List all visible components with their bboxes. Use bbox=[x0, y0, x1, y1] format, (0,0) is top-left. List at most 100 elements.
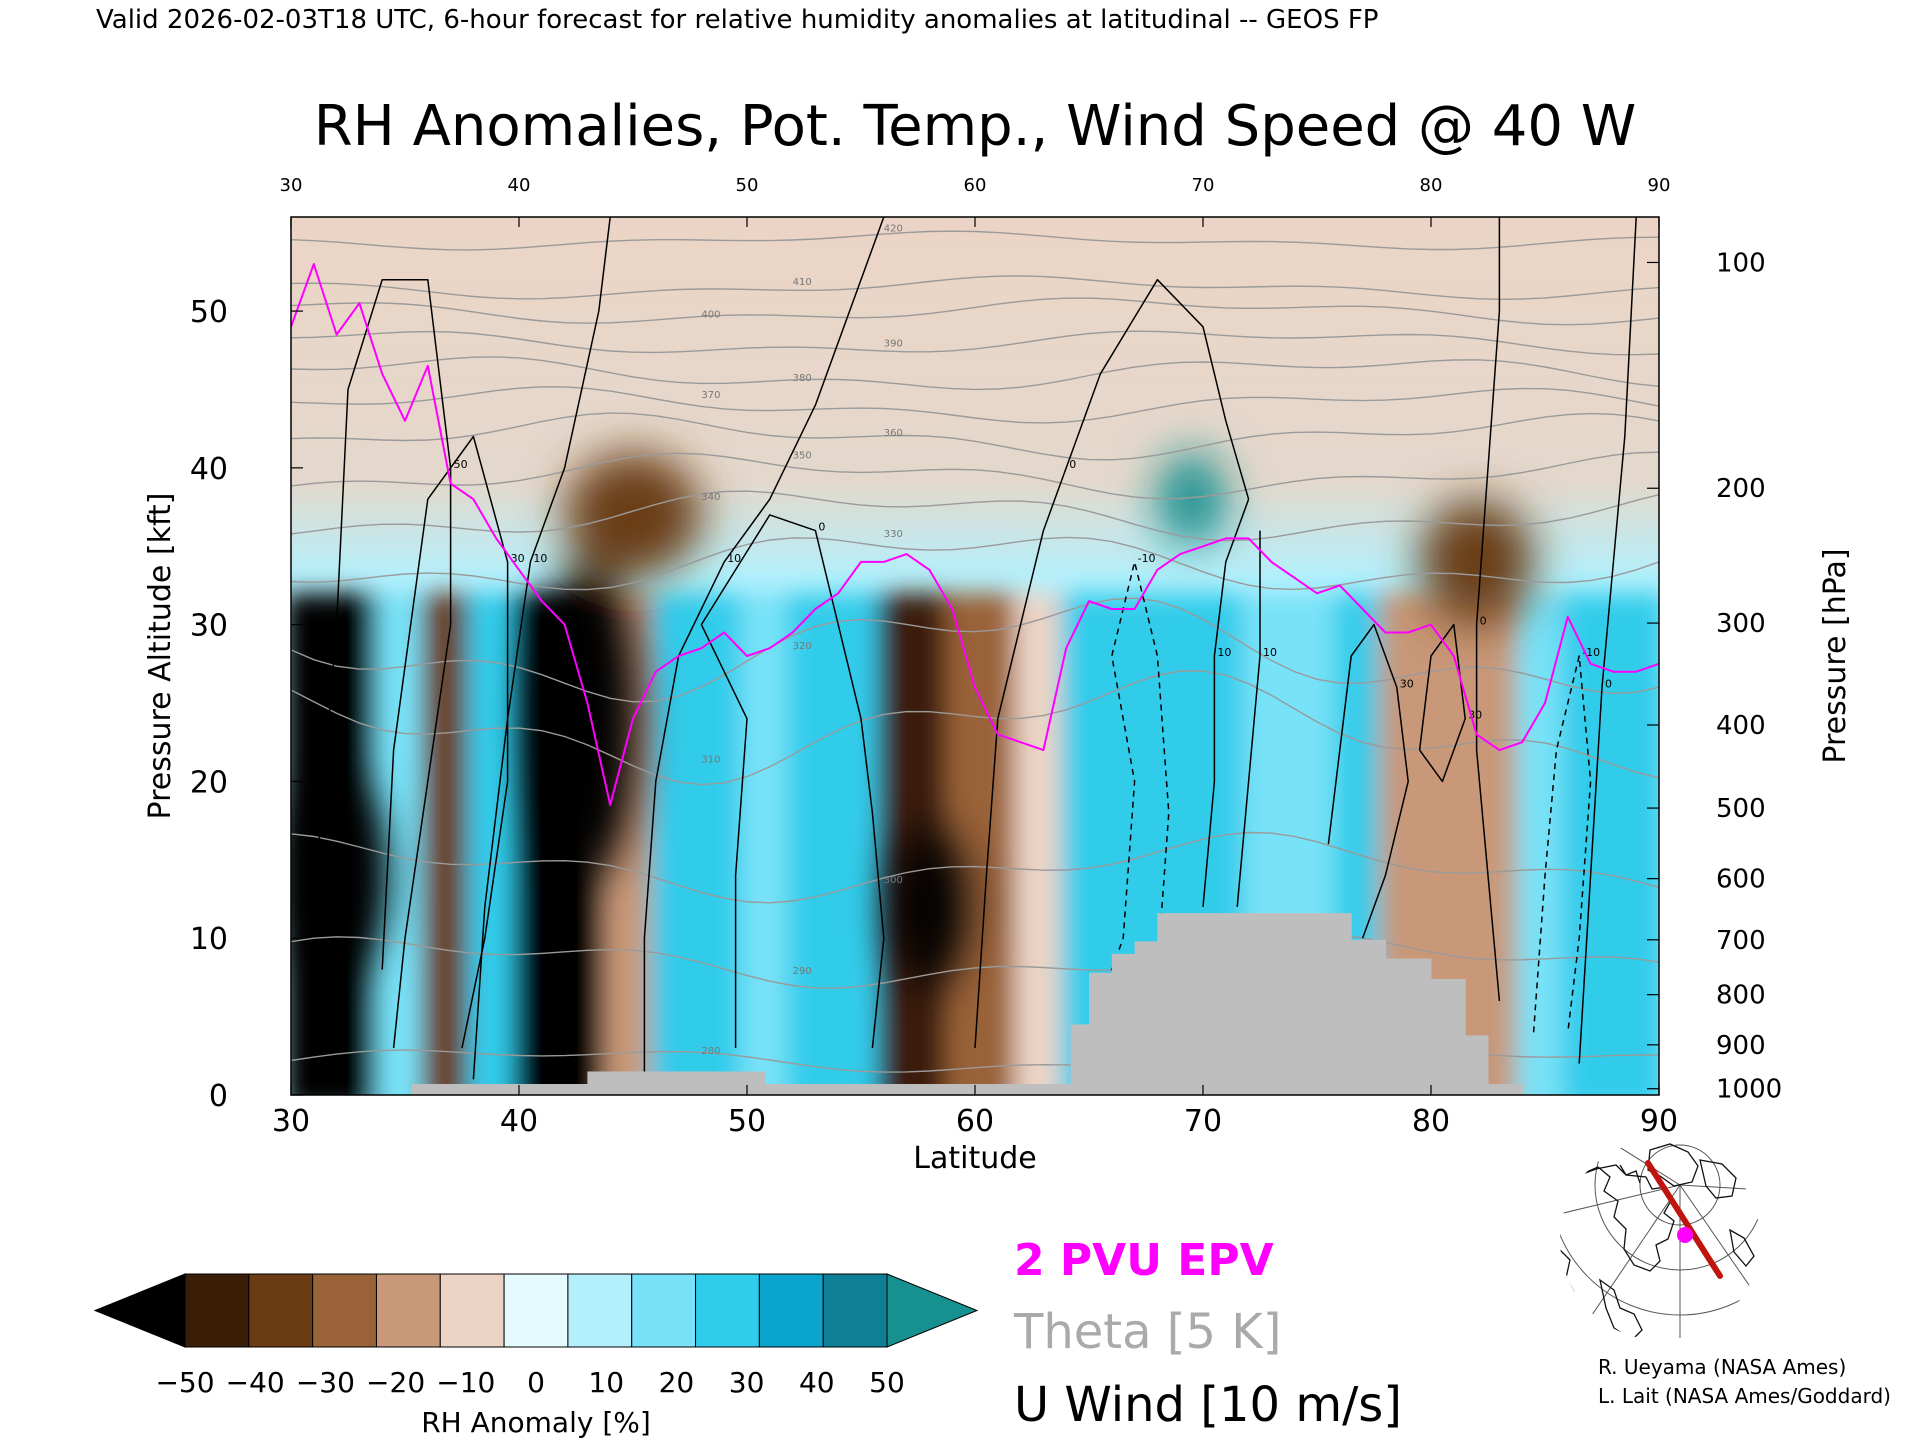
top-tick-label: 90 bbox=[1648, 175, 1671, 196]
colorbar-label: RH Anomaly [%] bbox=[421, 1406, 651, 1439]
theta-line bbox=[291, 230, 1659, 251]
u-wind-line bbox=[1418, 623, 1466, 783]
u-wind-label: 0 bbox=[818, 521, 825, 534]
colorbar-tick-label: −20 bbox=[366, 1366, 425, 1399]
theta-line bbox=[291, 831, 1659, 904]
legend: 2 PVU EPV Theta [5 K] U Wind [10 m/s] bbox=[1013, 1235, 1402, 1433]
theta-label: 300 bbox=[884, 875, 903, 886]
theta-label: 360 bbox=[884, 428, 903, 439]
rh-blob bbox=[537, 561, 638, 876]
colorbar-segment bbox=[503, 1273, 569, 1348]
top-tick-label: 60 bbox=[964, 175, 987, 196]
colorbar-tick-label: −30 bbox=[296, 1366, 355, 1399]
theta-line bbox=[291, 356, 1659, 391]
x-tick-label: 80 bbox=[1412, 1104, 1450, 1139]
x-tick-label: 50 bbox=[728, 1104, 766, 1139]
terrain-block bbox=[1134, 941, 1158, 1095]
top-tick-label: 80 bbox=[1420, 175, 1443, 196]
u-wind-line bbox=[1202, 498, 1250, 907]
terrain-mask bbox=[411, 913, 1523, 1095]
theta-label: 290 bbox=[793, 966, 812, 977]
epv-2pvu-line bbox=[291, 263, 1659, 806]
terrain-block bbox=[411, 1084, 588, 1095]
x-axis-label: Latitude bbox=[913, 1141, 1036, 1176]
u-wind-line bbox=[974, 278, 1250, 1049]
legend-item: 2 PVU EPV bbox=[1014, 1235, 1274, 1286]
top-tick-label: 30 bbox=[280, 175, 303, 196]
rh-band bbox=[786, 593, 890, 1095]
plot-area: 2802903003103203303403503603703803904004… bbox=[190, 175, 1782, 1139]
pressure-tick-label: 600 bbox=[1716, 865, 1766, 895]
u-wind-line bbox=[643, 217, 885, 1080]
terrain-block bbox=[1351, 939, 1386, 1095]
colorbar-tick-label: 20 bbox=[659, 1366, 695, 1399]
u-wind-label: 10 bbox=[1263, 646, 1277, 659]
colorbar-segment bbox=[248, 1273, 314, 1348]
theta-line bbox=[291, 451, 1659, 500]
pressure-tick-label: 200 bbox=[1716, 474, 1766, 504]
colorbar-tick-label: 0 bbox=[527, 1366, 545, 1399]
rh-band bbox=[1561, 593, 1659, 1095]
y-axis-label: Pressure Altitude [kft] bbox=[143, 493, 178, 820]
theta-label: 310 bbox=[701, 754, 720, 765]
locator-map bbox=[1560, 1140, 1760, 1340]
y-tick-label: 0 bbox=[209, 1079, 228, 1114]
theta-label: 370 bbox=[701, 390, 720, 401]
theta-isentropes: 2802903003103203303403503603703803904004… bbox=[291, 224, 1659, 1073]
u-wind-label: 10 bbox=[1217, 646, 1231, 659]
colorbar-segment bbox=[822, 1273, 888, 1348]
y-tick-label: 40 bbox=[190, 452, 228, 487]
u-wind-label: 30 bbox=[511, 552, 525, 565]
colorbar-tick-label: 50 bbox=[869, 1366, 905, 1399]
terrain-block bbox=[1157, 913, 1352, 1095]
theta-label: 390 bbox=[884, 339, 903, 350]
colorbar-high-arrow bbox=[886, 1273, 979, 1348]
u-wind-label: 50 bbox=[454, 458, 468, 471]
y-tick-label: 20 bbox=[190, 765, 228, 800]
top-tick-label: 50 bbox=[736, 175, 759, 196]
u-wind-line bbox=[700, 514, 885, 1049]
terrain-block bbox=[587, 1071, 766, 1095]
terrain-block bbox=[1089, 972, 1113, 1095]
rh-blob bbox=[1157, 452, 1226, 547]
rh-blob bbox=[892, 828, 966, 986]
top-tick-label: 70 bbox=[1192, 175, 1215, 196]
y-tick-label: 30 bbox=[190, 609, 228, 644]
y-tick-label: 50 bbox=[190, 295, 228, 330]
u-wind-line bbox=[1236, 530, 1261, 907]
theta-line bbox=[291, 490, 1659, 542]
top-tick-label: 40 bbox=[508, 175, 531, 196]
u-wind-line bbox=[381, 435, 509, 1049]
theta-label: 340 bbox=[701, 492, 720, 503]
theta-line bbox=[291, 597, 1659, 703]
pressure-tick-label: 1000 bbox=[1716, 1075, 1782, 1105]
legend-item: U Wind [10 m/s] bbox=[1014, 1377, 1402, 1433]
theta-line bbox=[291, 275, 1659, 301]
theta-label: 320 bbox=[793, 641, 812, 652]
terrain-block bbox=[765, 1084, 1072, 1095]
theta-line bbox=[291, 297, 1659, 326]
credit-line-1: R. Ueyama (NASA Ames) bbox=[1598, 1355, 1846, 1379]
colorbar-segment bbox=[567, 1273, 633, 1348]
u-wind-label: 0 bbox=[1605, 677, 1612, 690]
u-wind-label: -10 bbox=[1138, 552, 1156, 565]
colorbar-tick-label: −50 bbox=[155, 1366, 214, 1399]
colorbar-segment bbox=[439, 1273, 505, 1348]
colorbar-segment bbox=[184, 1273, 250, 1348]
colorbar-low-arrow bbox=[93, 1273, 186, 1348]
pressure-tick-label: 800 bbox=[1716, 981, 1766, 1011]
rh-band bbox=[946, 593, 1027, 1095]
theta-label: 420 bbox=[884, 224, 903, 235]
colorbar-tick-label: 30 bbox=[729, 1366, 765, 1399]
header-caption: Valid 2026-02-03T18 UTC, 6-hour forecast… bbox=[96, 5, 1378, 35]
colorbar-tick-label: −10 bbox=[436, 1366, 495, 1399]
u-wind-label: 0 bbox=[1069, 458, 1076, 471]
x-tick-label: 70 bbox=[1184, 1104, 1222, 1139]
epv-line bbox=[291, 263, 1659, 806]
u-wind-label: 10 bbox=[533, 552, 547, 565]
rh-blob bbox=[564, 452, 702, 578]
terrain-block bbox=[1070, 1024, 1090, 1095]
theta-label: 350 bbox=[793, 450, 812, 461]
